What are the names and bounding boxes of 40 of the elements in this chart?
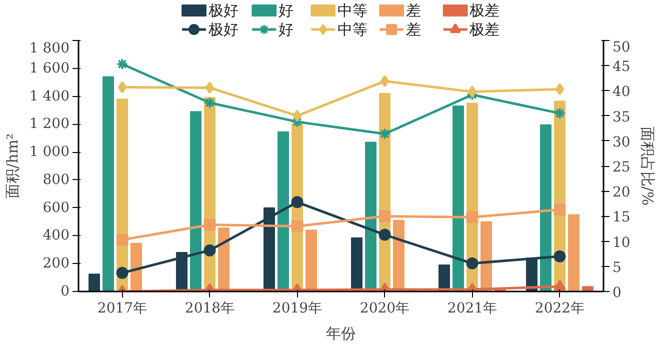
y-tick-label: 200: [42, 256, 70, 272]
y-tick-label: 800: [42, 172, 70, 188]
x-tick-label: 2022年: [534, 300, 585, 316]
legend-label: 极好: [207, 20, 238, 38]
y2-tick-label: 15: [612, 210, 630, 226]
y-tick-label: 1 200: [29, 116, 70, 132]
y2-tick-label: 5: [612, 260, 622, 276]
y-axis-title: 面积/hm²: [3, 134, 22, 198]
x-tick-label: 2020年: [360, 300, 410, 316]
x-tick-label: 2021年: [447, 300, 498, 316]
y2-tick-label: 30: [612, 134, 630, 150]
x-tick-label: 2019年: [272, 300, 322, 316]
y2-axis-title: 面积占比/%: [638, 126, 656, 206]
legend-label: 极好: [207, 2, 238, 20]
legend-label: 好: [278, 2, 294, 20]
y-tick-label: 600: [42, 200, 70, 216]
legend-label: 极差: [468, 20, 500, 38]
legend-label: 极差: [468, 2, 500, 20]
y2-tick-label: 40: [612, 84, 630, 100]
y-tick-label: 1 600: [29, 60, 70, 76]
y-tick-label: 400: [42, 228, 70, 244]
y-tick-label: 0: [60, 284, 70, 300]
y2-tick-label: 25: [612, 160, 630, 176]
x-tick-label: 2017年: [97, 300, 148, 316]
y2-tick-label: 20: [612, 184, 630, 201]
y-tick-label: 1 000: [29, 144, 70, 160]
y2-tick-label: 0: [612, 285, 622, 301]
x-axis-title: 年份: [326, 324, 356, 342]
x-tick-label: 2018年: [184, 300, 235, 316]
y2-tick-label: 35: [612, 109, 630, 126]
legend-label: 中等: [337, 20, 368, 38]
legend-label: 好: [278, 20, 294, 38]
legend-label: 差: [406, 2, 421, 20]
y2-tick-label: 50: [612, 40, 630, 56]
legend-label: 差: [406, 20, 421, 38]
y2-tick-label: 45: [612, 59, 630, 76]
y2-tick-label: 10: [612, 234, 630, 251]
y-tick-label: 1 400: [29, 88, 70, 104]
legend-label: 中等: [337, 2, 368, 20]
y-tick-label: 1 800: [29, 40, 70, 56]
